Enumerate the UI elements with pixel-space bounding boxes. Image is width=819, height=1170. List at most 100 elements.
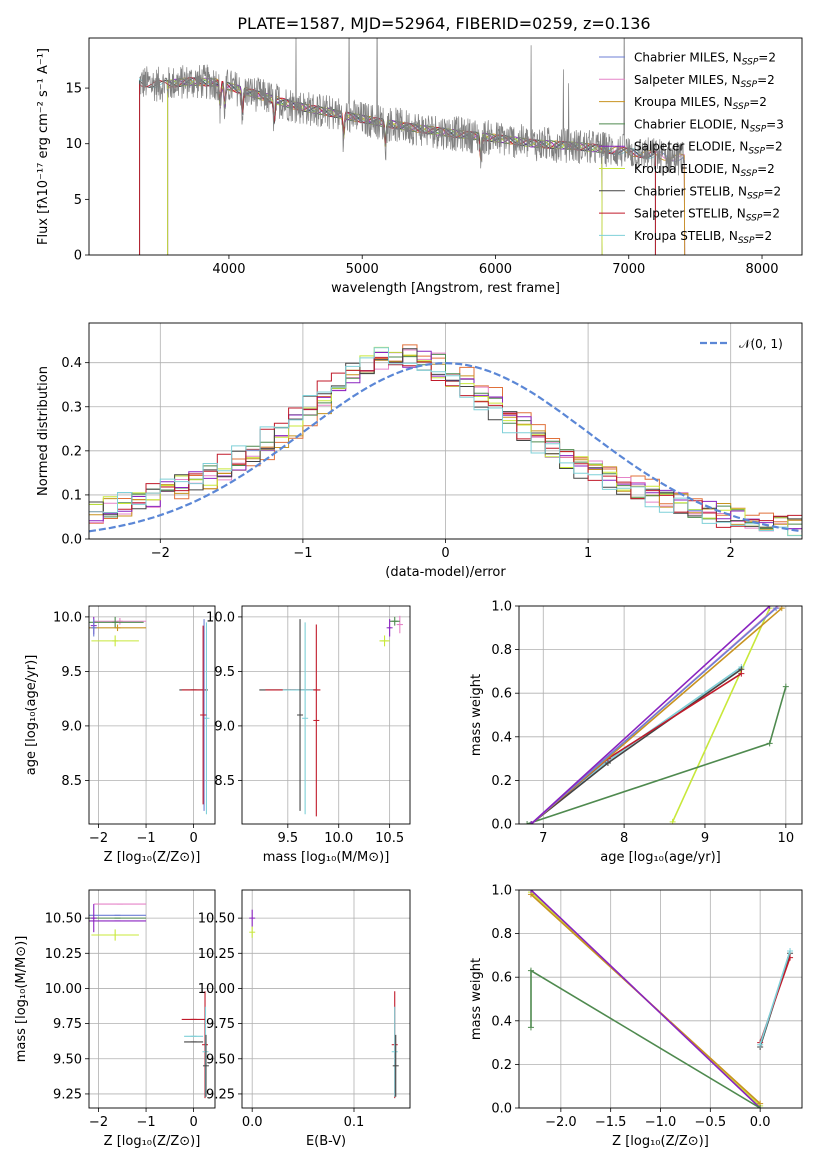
x-tick-label: 1 bbox=[584, 546, 592, 561]
legend-label: 𝒩(0, 1) bbox=[739, 337, 783, 351]
legend-label: Chabrier MILES, NSSP=2 bbox=[634, 51, 776, 68]
plot-area bbox=[89, 344, 802, 537]
weight-marker bbox=[757, 1041, 764, 1048]
weight-line bbox=[530, 607, 777, 824]
weight-marker bbox=[787, 948, 794, 955]
weight-line bbox=[671, 607, 771, 823]
y-tick-label: 10.0 bbox=[206, 610, 235, 625]
y-axis-label: Normed distribution bbox=[36, 366, 51, 496]
x-axis-label: (data-model)/error bbox=[385, 565, 506, 580]
weight-line bbox=[526, 686, 787, 824]
x-tick-label: −0.5 bbox=[695, 1115, 727, 1130]
x-tick-label: 0.0 bbox=[750, 1115, 771, 1130]
panel-8: −2.0 −1.5 −1.0 −0.5 0.0 0.0 0.2 0.4 0.6 0.8 1.0 Z [… bbox=[469, 884, 803, 1149]
y-tick-label: 0.6 bbox=[491, 971, 512, 986]
plot-area bbox=[249, 909, 399, 1099]
model-spectrum-kroupa-miles bbox=[167, 77, 686, 255]
weight-line bbox=[530, 969, 761, 1108]
x-tick-label: 10.0 bbox=[324, 831, 353, 846]
plot-area bbox=[524, 606, 789, 824]
x-tick-label: −1.5 bbox=[595, 1115, 627, 1130]
y-tick-label: 9.5 bbox=[61, 665, 82, 680]
y-tick-label: 0.8 bbox=[491, 927, 512, 942]
weight-marker bbox=[527, 1024, 534, 1031]
y-tick-label: 9.25 bbox=[53, 1087, 82, 1102]
y-axis-label: mass weight bbox=[469, 958, 484, 1040]
y-tick-label: 8.5 bbox=[214, 774, 235, 789]
y-tick-label: 10.50 bbox=[45, 912, 82, 927]
y-tick-label: 1.0 bbox=[491, 884, 512, 899]
x-tick-label: 7000 bbox=[612, 262, 645, 277]
axes-frame bbox=[88, 37, 803, 256]
y-tick-label: 0.4 bbox=[61, 356, 82, 371]
y-tick-label: 9.25 bbox=[206, 1087, 235, 1102]
x-tick-label: 0.0 bbox=[242, 1115, 263, 1130]
y-tick-label: 10.50 bbox=[198, 912, 235, 927]
x-tick-label: −2 bbox=[151, 546, 170, 561]
legend-label: Salpeter STELIB, NSSP=2 bbox=[634, 207, 780, 224]
y-tick-label: 0.6 bbox=[491, 687, 512, 702]
x-axis-label: wavelength [Angstrom, rest frame] bbox=[331, 281, 560, 296]
y-tick-label: 0.2 bbox=[491, 774, 512, 789]
y-tick-label: 0.1 bbox=[61, 488, 82, 503]
y-tick-label: 9.0 bbox=[61, 719, 82, 734]
model-spectrum-chabrier-stelib bbox=[139, 77, 656, 255]
x-tick-label: 0 bbox=[189, 831, 197, 846]
legend-label: Salpeter MILES, NSSP=2 bbox=[634, 73, 775, 90]
weight-marker bbox=[766, 740, 773, 747]
weight-line bbox=[530, 890, 761, 1108]
y-tick-label: 10.00 bbox=[45, 982, 82, 997]
panel-5: 7 8 9 10 0.0 0.2 0.4 0.6 0.8 1.0 age [log₁₀(age/yr… bbox=[469, 600, 803, 865]
weight-line bbox=[530, 668, 742, 824]
x-tick-label: −1.0 bbox=[645, 1115, 677, 1130]
y-tick-label: 0.0 bbox=[491, 818, 512, 833]
weight-marker bbox=[527, 890, 534, 893]
y-tick-label: 9.0 bbox=[214, 719, 235, 734]
x-axis-label: Z [log₁₀(Z/Z⊙)] bbox=[612, 1134, 709, 1149]
x-tick-label: −2 bbox=[89, 1115, 108, 1130]
plot-area bbox=[89, 616, 210, 815]
plot-area bbox=[89, 903, 209, 1099]
panel-2: −2 −1 0 1 2 0.0 0.1 0.2 0.3 0.4 (data-model)/error… bbox=[36, 322, 803, 580]
plot-area bbox=[139, 38, 686, 255]
panel-6: −2 −1 0 9.25 9.50 9.75 10.00 10.25 10.50 Z [log₁₀… bbox=[14, 889, 216, 1149]
x-tick-label: 8000 bbox=[745, 262, 778, 277]
y-tick-label: 5 bbox=[74, 193, 82, 208]
legend-label: Kroupa STELIB, NSSP=2 bbox=[634, 229, 772, 246]
plot-area bbox=[527, 890, 794, 1108]
axes-frame bbox=[88, 322, 803, 540]
y-axis-label: mass [log₁₀(M/M⊙)] bbox=[14, 936, 29, 1063]
panel-4: 9.5 10.0 10.5 8.5 9.0 9.5 10.0 mass [log₁₀(M/M⊙… bbox=[206, 605, 411, 865]
x-tick-label: 0.1 bbox=[344, 1115, 365, 1130]
x-tick-label: 10 bbox=[778, 831, 795, 846]
x-tick-label: −1 bbox=[136, 1115, 155, 1130]
y-tick-label: 10.25 bbox=[45, 947, 82, 962]
x-tick-label: 6000 bbox=[479, 262, 512, 277]
x-tick-label: 0 bbox=[441, 546, 449, 561]
observed-spectrum bbox=[139, 38, 685, 176]
legend-label: Chabrier STELIB, NSSP=2 bbox=[634, 184, 781, 201]
axes-frame bbox=[88, 605, 216, 825]
x-tick-label: 8 bbox=[620, 831, 628, 846]
y-axis-label: Flux [fλ10⁻¹⁷ erg cm⁻² s⁻¹ A⁻¹] bbox=[36, 48, 51, 245]
residual-histogram bbox=[89, 348, 802, 528]
weight-marker bbox=[527, 967, 534, 974]
y-tick-label: 0.8 bbox=[491, 643, 512, 658]
legend-label: Salpeter ELODIE, NSSP=2 bbox=[634, 140, 783, 157]
weight-marker bbox=[757, 1105, 764, 1108]
y-tick-label: 0.3 bbox=[61, 400, 82, 415]
y-tick-label: 15 bbox=[65, 82, 82, 97]
y-tick-label: 0.4 bbox=[491, 1014, 512, 1029]
x-tick-label: 9 bbox=[701, 831, 709, 846]
weight-marker bbox=[766, 606, 773, 609]
y-tick-label: 9.75 bbox=[206, 1017, 235, 1032]
weight-marker bbox=[782, 683, 789, 690]
model-spectrum-chabrier-elodie bbox=[167, 77, 603, 255]
x-tick-label: 4000 bbox=[212, 262, 245, 277]
axes-frame bbox=[88, 889, 216, 1109]
model-spectrum-salpeter-stelib bbox=[139, 77, 656, 255]
y-tick-label: 10.00 bbox=[198, 982, 235, 997]
normal-curve bbox=[89, 361, 802, 533]
legend-label: Kroupa ELODIE, NSSP=2 bbox=[634, 162, 775, 179]
